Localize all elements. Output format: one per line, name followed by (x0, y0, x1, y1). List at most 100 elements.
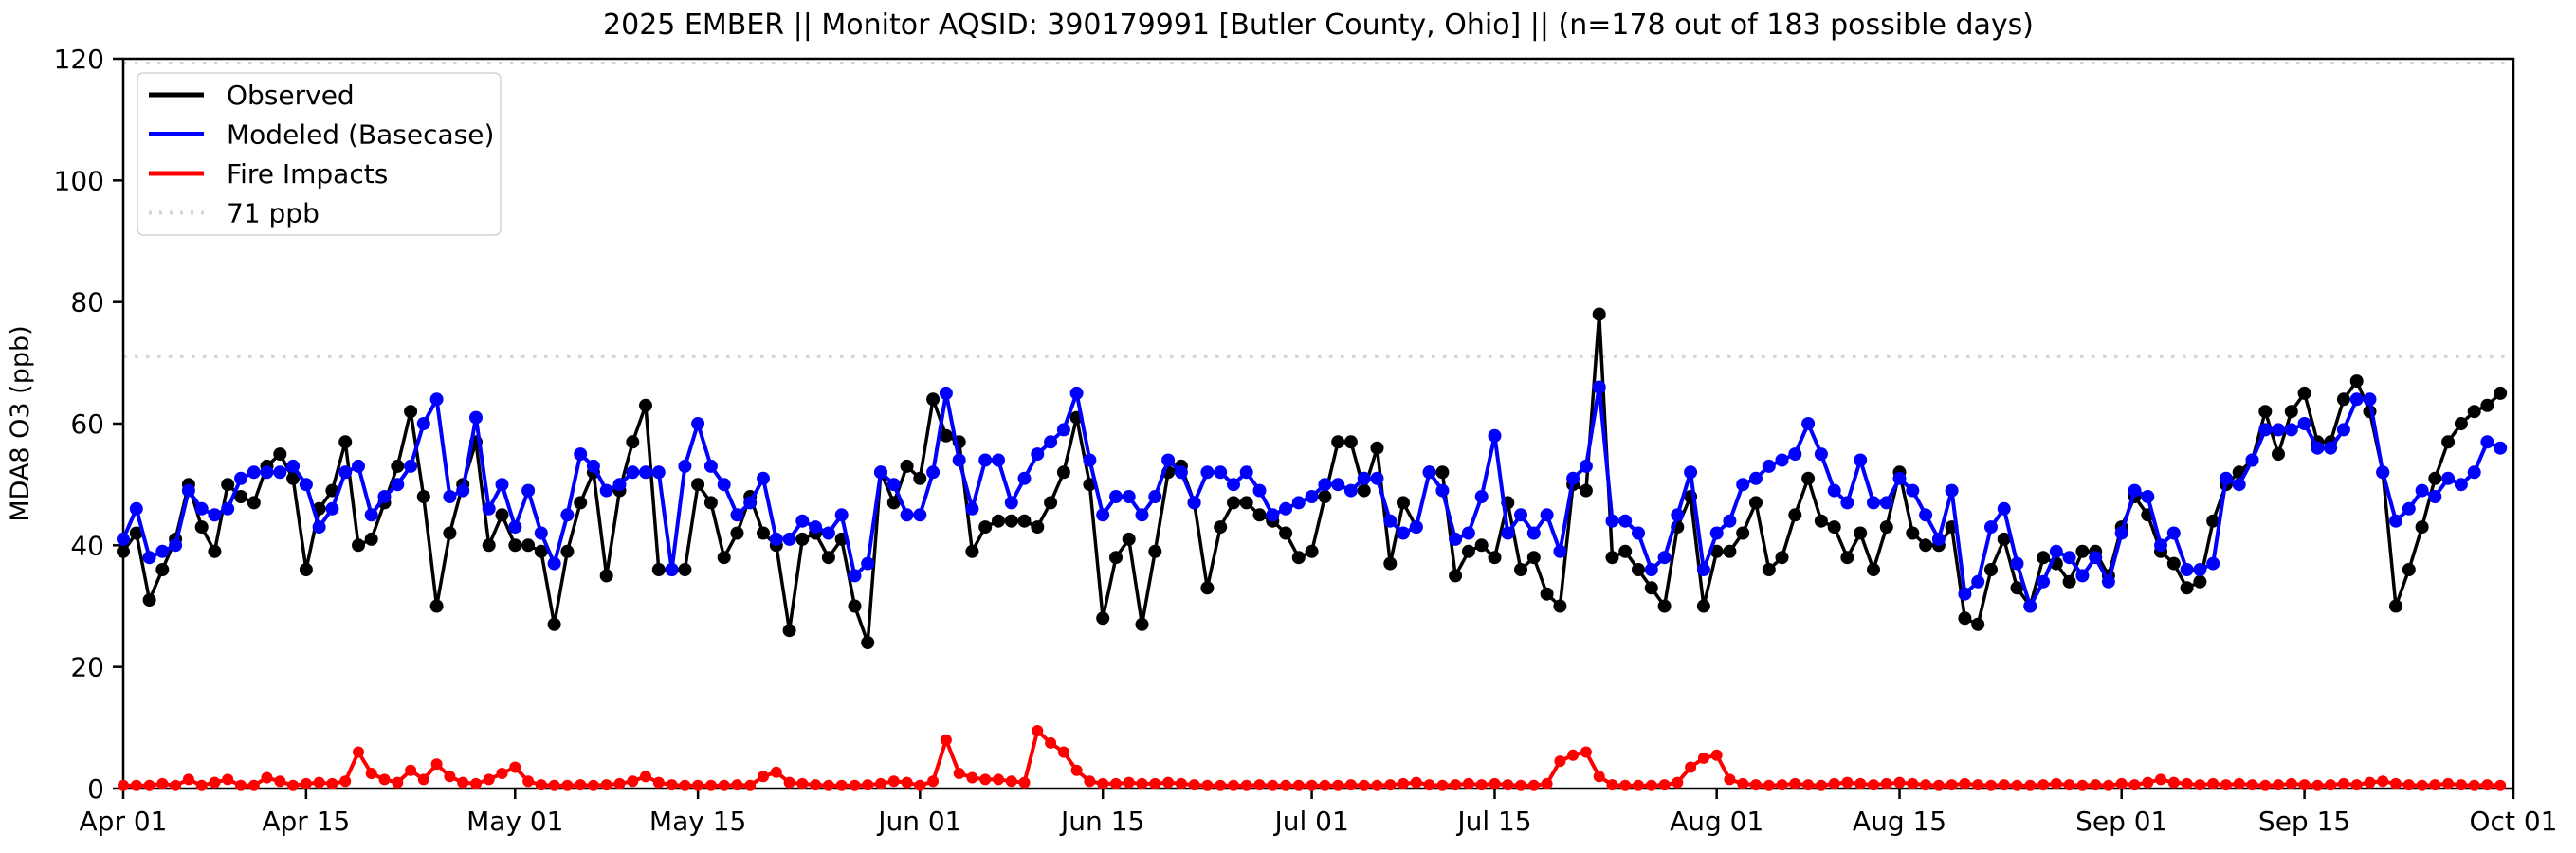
fire-impacts-marker (1319, 779, 1331, 791)
modeled-basecase-marker (1370, 471, 1384, 485)
observed-marker (1854, 526, 1868, 540)
observed-marker (1383, 556, 1398, 571)
observed-marker (495, 508, 509, 522)
observed-marker (1370, 441, 1384, 455)
fire-impacts-marker (1854, 777, 1867, 789)
observed-marker (965, 544, 979, 558)
y-tick-label: 120 (54, 44, 104, 75)
observed-marker (1239, 496, 1253, 510)
modeled-basecase-marker (169, 538, 183, 553)
observed-marker (1553, 599, 1567, 613)
observed-marker (338, 435, 353, 449)
modeled-basecase-marker (965, 501, 979, 516)
legend-label-4: 71 ppb (227, 198, 320, 229)
fire-impacts-marker (535, 779, 547, 791)
fire-impacts-marker (627, 775, 639, 788)
fire-impacts-marker (770, 766, 782, 778)
observed-marker (2441, 435, 2456, 449)
fire-impacts-marker (1045, 736, 1057, 749)
modeled-basecase-marker (1514, 508, 1527, 522)
modeled-basecase-marker (639, 465, 652, 480)
observed-marker (626, 435, 640, 449)
fire-impacts-marker (118, 779, 129, 791)
observed-marker (508, 538, 522, 553)
modeled-basecase-marker (1644, 563, 1658, 576)
modeled-basecase-marker (757, 471, 770, 485)
fire-impacts-marker (470, 777, 482, 789)
y-tick-label: 0 (87, 773, 104, 805)
modeled-basecase-marker (1422, 465, 1436, 480)
observed-marker (730, 526, 744, 540)
fire-impacts-marker (1567, 749, 1580, 761)
fire-impacts-marker (1907, 777, 1919, 789)
fire-impacts-marker (274, 775, 286, 788)
fire-impacts-marker (2350, 779, 2363, 791)
observed-marker (782, 624, 796, 638)
fire-impacts-marker (1450, 779, 1462, 791)
observed-marker (2206, 514, 2220, 528)
fire-impacts-marker (156, 777, 169, 789)
fire-impacts-marker (1292, 779, 1305, 791)
observed-marker (286, 471, 301, 485)
fire-impacts-marker (1201, 779, 1214, 791)
modeled-basecase-marker (599, 483, 613, 498)
modeled-basecase-marker (1200, 465, 1215, 480)
fire-impacts-marker (2181, 777, 2193, 789)
observed-marker (1343, 435, 1358, 449)
modeled-basecase-marker (1161, 453, 1176, 467)
fire-impacts-marker (417, 773, 429, 786)
x-tick-label: Oct 01 (2470, 806, 2558, 837)
observed-marker (2428, 471, 2442, 485)
observed-marker (117, 544, 130, 558)
fire-impacts-marker (1018, 776, 1031, 789)
observed-marker (1526, 551, 1541, 565)
fire-impacts-marker (2090, 779, 2102, 791)
fire-impacts-marker (1920, 779, 1932, 791)
observed-marker (1056, 465, 1070, 480)
modeled-basecase-marker (2049, 544, 2063, 558)
observed-marker (1762, 563, 1776, 576)
fire-impacts-marker (575, 779, 587, 791)
fire-impacts-marker (483, 773, 495, 786)
modeled-basecase-marker (1187, 496, 1201, 510)
fire-impacts-marker (1436, 779, 1449, 791)
modeled-basecase-marker (1749, 471, 1763, 485)
fire-impacts-marker (704, 779, 717, 791)
fire-impacts-marker (130, 779, 142, 791)
modeled-basecase-marker (703, 459, 718, 473)
observed-marker (1227, 496, 1240, 510)
fire-impacts-marker (1253, 779, 1266, 791)
observed-marker (1514, 563, 1527, 576)
fire-impacts-marker (405, 764, 417, 776)
fire-impacts-marker (1828, 777, 1840, 789)
fire-impacts-marker (796, 777, 809, 789)
fire-impacts-marker (1410, 776, 1422, 789)
observed-marker (2272, 447, 2285, 462)
modeled-basecase-marker (2206, 556, 2220, 571)
fire-impacts-marker (1763, 779, 1775, 791)
modeled-basecase-marker (1435, 483, 1450, 498)
fire-impacts-marker (1423, 779, 1435, 791)
fire-impacts-marker (1462, 777, 1474, 789)
modeled-basecase-marker (1971, 574, 1985, 589)
modeled-basecase-marker (717, 478, 731, 492)
legend-label-2: Modeled (Basecase) (227, 119, 494, 151)
modeled-basecase-marker (900, 508, 914, 522)
observed-marker (1579, 483, 1593, 498)
fire-impacts-marker (1868, 779, 1879, 791)
modeled-basecase-marker (2219, 471, 2233, 485)
fire-impacts-marker (1515, 779, 1526, 791)
x-tick-label: May 15 (649, 806, 746, 837)
fire-impacts-marker (810, 779, 822, 791)
fire-impacts-marker (849, 779, 861, 791)
modeled-basecase-marker (769, 532, 783, 546)
modeled-basecase-marker (2324, 441, 2338, 455)
fire-impacts-marker (2402, 779, 2415, 791)
fire-impacts-marker (392, 776, 404, 789)
fire-impacts-marker (2273, 779, 2284, 791)
modeled-basecase-marker (1723, 514, 1737, 528)
fire-impacts-marker (2494, 779, 2507, 791)
observed-marker (1252, 508, 1267, 522)
fire-impacts-marker (1188, 779, 1200, 791)
